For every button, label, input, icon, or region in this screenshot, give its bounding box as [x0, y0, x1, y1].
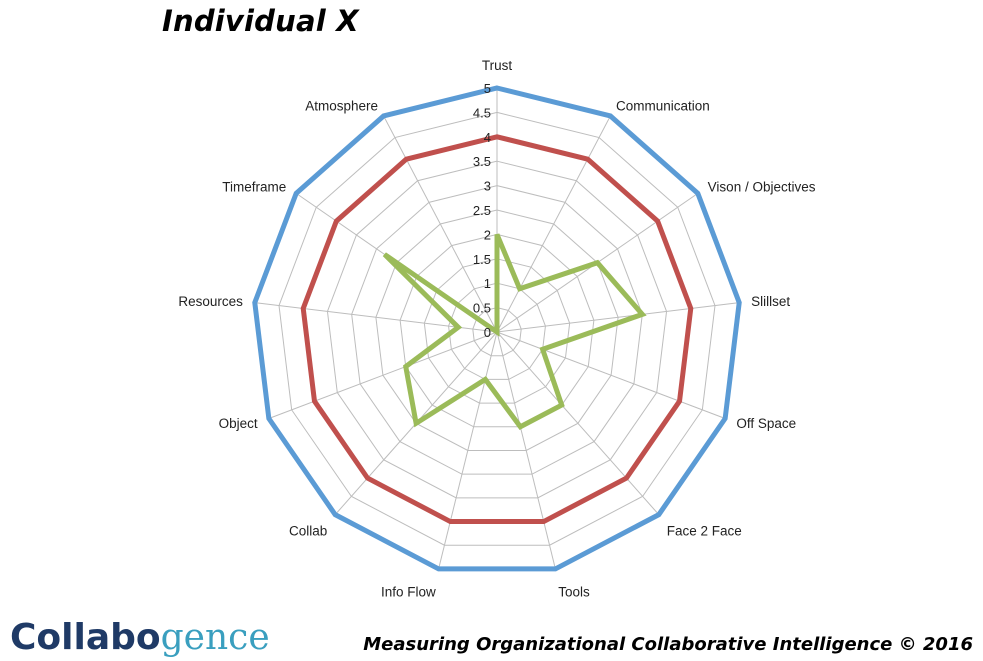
- grid-ring: [448, 282, 546, 380]
- grid-spoke: [268, 331, 498, 419]
- category-label: Vison / Objectives: [708, 180, 816, 195]
- grid-spoke: [496, 115, 611, 333]
- tick-label: 3: [484, 179, 491, 194]
- category-label: Off Space: [736, 416, 796, 431]
- radar-series: [252, 85, 742, 572]
- grid-spoke: [496, 331, 726, 419]
- grid-ring: [326, 160, 668, 499]
- category-label: Tools: [558, 585, 590, 600]
- category-label: Slillset: [751, 294, 790, 309]
- grid-ring: [351, 185, 643, 475]
- grid-spoke: [496, 331, 660, 515]
- category-label: Timeframe: [222, 180, 286, 195]
- category-label: Trust: [482, 58, 512, 73]
- logo-part1: Collabo: [10, 617, 161, 658]
- footer-tagline: Measuring Organizational Collaborative I…: [363, 634, 973, 655]
- tick-label: 1: [484, 276, 491, 291]
- category-label: Resources: [178, 294, 243, 309]
- category-label: Object: [219, 416, 258, 431]
- grid-ring: [278, 111, 716, 546]
- tick-label: 4.5: [473, 105, 491, 120]
- tick-label: 5: [484, 81, 491, 96]
- category-label: Communication: [616, 98, 710, 113]
- collabogence-logo: Collabogence: [10, 618, 270, 658]
- tick-label: 1.5: [473, 252, 491, 267]
- logo-part2: gence: [160, 617, 270, 658]
- radar-category-labels: Trust Communication Vison / Objectives Slil…: [178, 58, 815, 600]
- radar-tick-labels: 0 0.5 1 1.5 2 2.5 3 3.5 4 4.5 5: [473, 81, 491, 340]
- tick-label: 0: [484, 325, 491, 340]
- category-label: Face 2 Face: [667, 524, 742, 539]
- tick-label: 2: [484, 227, 491, 242]
- grid-ring: [423, 258, 571, 404]
- grid-spoke: [496, 302, 740, 333]
- tick-label: 4: [484, 130, 491, 145]
- category-label: Atmosphere: [305, 98, 378, 113]
- chart-title: Individual X: [162, 4, 359, 38]
- tick-label: 2.5: [473, 203, 491, 218]
- grid-spoke: [438, 331, 498, 570]
- tick-label: 3.5: [473, 154, 491, 169]
- series-line-2: [300, 134, 694, 525]
- grid-ring: [375, 209, 619, 451]
- tick-label: 0.5: [473, 301, 491, 316]
- grid-spoke: [383, 115, 498, 333]
- series-line-1: [252, 85, 742, 572]
- category-label: Info Flow: [381, 585, 436, 600]
- series-line-3: [382, 233, 647, 430]
- grid-spoke: [496, 331, 556, 570]
- category-label: Collab: [289, 524, 327, 539]
